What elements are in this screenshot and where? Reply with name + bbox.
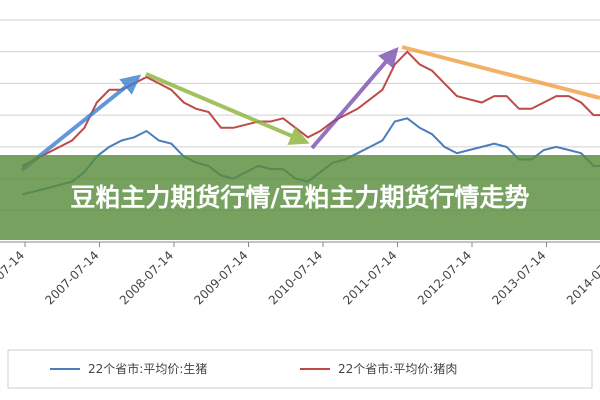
legend-label: 22个省市:平均价:猪肉 <box>338 361 457 376</box>
arrow <box>401 45 600 100</box>
x-tick-label: 2013-07-14 <box>489 248 548 307</box>
title-banner: 豆粕主力期货行情/豆粕主力期货行情走势 <box>0 155 600 240</box>
x-tick-label: 2007-07-14 <box>42 248 101 307</box>
x-tick-label: 2012-07-14 <box>415 248 474 307</box>
arrow <box>20 74 142 172</box>
x-tick-label: 2006-07-14 <box>0 248 27 307</box>
title: 豆粕主力期货行情/豆粕主力期货行情走势 <box>70 182 530 212</box>
series-line <box>21 50 600 167</box>
x-tick-label: 2008-07-14 <box>117 248 176 307</box>
legend-box <box>7 349 593 389</box>
arrow <box>145 72 310 145</box>
arrow <box>310 46 399 150</box>
annotation-arrows <box>20 45 600 172</box>
x-tick-label: 2014-07-14 <box>564 248 600 307</box>
legend-label: 22个省市:平均价:生猪 <box>88 361 207 376</box>
x-tick-label: 2009-07-14 <box>191 248 250 307</box>
x-tick-label: 2011-07-14 <box>340 248 399 307</box>
x-tick-label: 2010-07-14 <box>266 248 325 307</box>
